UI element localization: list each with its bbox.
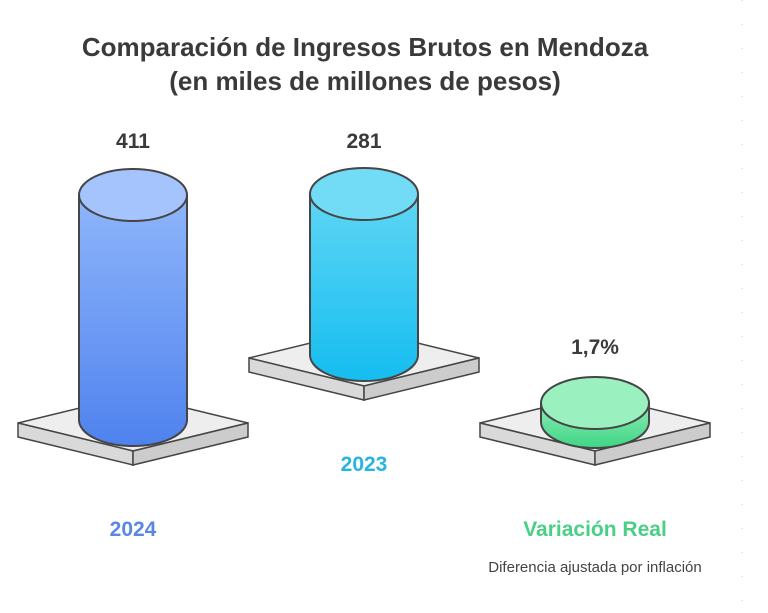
cylinder-2024-body — [78, 194, 188, 447]
base-var-right — [594, 422, 711, 466]
base-2023-right — [363, 357, 480, 401]
category-label-2023: 2023 — [340, 453, 388, 476]
bar-variacion-real — [479, 376, 711, 466]
value-label-2023: 281 — [346, 130, 382, 153]
base-2024-right — [132, 422, 249, 466]
edge-dotted-divider — [741, 0, 743, 613]
cylinder-2023-body — [309, 193, 419, 382]
chart-title: Comparación de Ingresos Brutos en Mendoz… — [81, 32, 649, 62]
cylinder-2024-top — [78, 168, 188, 222]
cylinder-var-top — [540, 376, 650, 430]
chart-subtitle: (en miles de millones de pesos) — [169, 66, 561, 96]
value-label-2024: 411 — [116, 130, 150, 153]
category-label-variacion: Variación Real — [523, 518, 667, 541]
value-label-variacion: 1,7% — [571, 336, 619, 359]
bar-2023 — [248, 167, 480, 401]
cylinder-2023-top — [309, 167, 419, 221]
bar-2024 — [17, 168, 249, 466]
category-label-2024: 2024 — [109, 518, 157, 541]
variacion-note: Diferencia ajustada por inflación — [488, 559, 702, 576]
